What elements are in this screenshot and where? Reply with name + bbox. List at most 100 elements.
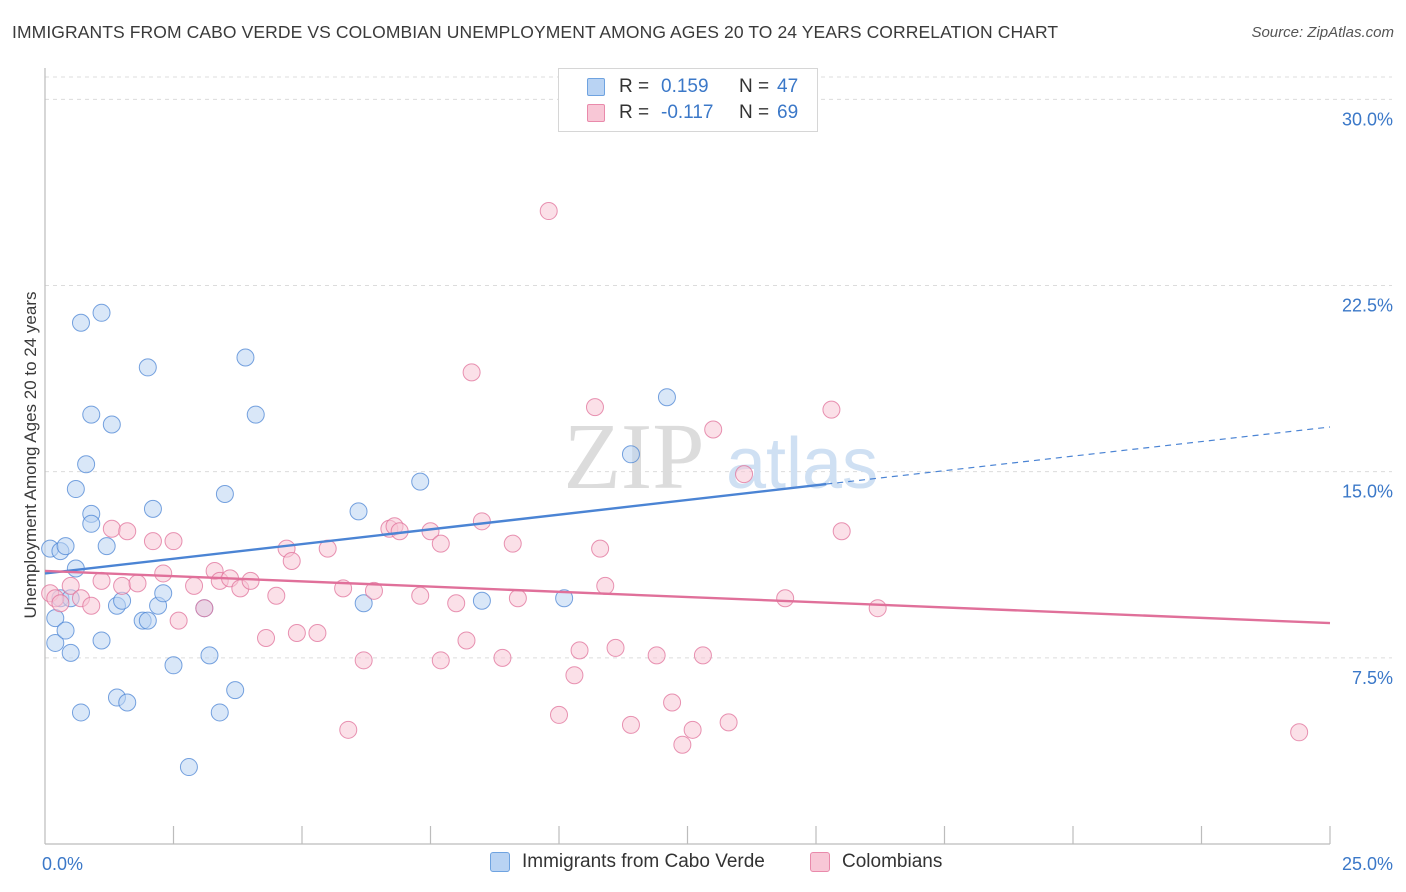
data-point bbox=[200, 646, 219, 665]
data-point bbox=[503, 534, 522, 553]
data-point bbox=[339, 720, 358, 739]
data-point bbox=[210, 703, 229, 722]
data-point bbox=[1290, 723, 1309, 742]
data-point bbox=[462, 363, 481, 382]
legend-r-label: R = bbox=[619, 102, 650, 123]
data-point bbox=[493, 648, 512, 667]
data-point bbox=[565, 666, 584, 685]
data-point bbox=[411, 586, 430, 605]
data-point bbox=[349, 502, 368, 521]
legend-r-value: -0.117 bbox=[661, 102, 714, 123]
trend-line-colombians bbox=[44, 569, 1331, 625]
data-point bbox=[570, 641, 589, 660]
data-point bbox=[56, 537, 75, 556]
watermark: ZIP atlas bbox=[564, 405, 879, 509]
data-point bbox=[354, 594, 373, 613]
legend-swatch-colombians bbox=[810, 852, 830, 872]
data-point bbox=[143, 532, 162, 551]
data-point bbox=[118, 693, 137, 712]
data-point bbox=[308, 624, 327, 643]
data-point bbox=[92, 631, 111, 650]
data-point bbox=[364, 581, 383, 600]
source-label: Source: ZipAtlas.com bbox=[1251, 24, 1394, 41]
data-point bbox=[226, 681, 245, 700]
legend-row-cabo-verde: R = 0.159 N = 47 bbox=[587, 75, 798, 99]
legend-n-value: 69 bbox=[777, 102, 799, 123]
data-point bbox=[683, 720, 702, 739]
data-point bbox=[46, 633, 65, 652]
legend-r-label: R = bbox=[619, 76, 650, 97]
grid-lines bbox=[45, 76, 1392, 659]
data-point bbox=[719, 713, 738, 732]
data-point bbox=[555, 589, 574, 608]
data-point bbox=[693, 646, 712, 665]
data-point bbox=[97, 537, 116, 556]
data-point bbox=[154, 584, 173, 603]
data-point bbox=[591, 539, 610, 558]
series-legend: Immigrants from Cabo Verde Colombians bbox=[0, 851, 1406, 877]
data-point bbox=[585, 398, 604, 417]
series-cabo-verde bbox=[41, 303, 676, 777]
data-point bbox=[431, 651, 450, 670]
correlation-legend: R = 0.159 N = 47 R = -0.117 N = 69 bbox=[558, 68, 818, 132]
data-point bbox=[673, 735, 692, 754]
data-point bbox=[550, 705, 568, 724]
y-tick-label: 7.5% bbox=[1352, 668, 1393, 688]
trend-line-cabo-verde-extension bbox=[826, 426, 1331, 485]
data-point bbox=[246, 405, 265, 424]
data-point bbox=[195, 599, 214, 618]
data-point bbox=[66, 480, 85, 499]
data-point bbox=[621, 445, 640, 464]
data-point bbox=[621, 715, 640, 734]
legend-swatch-cabo-verde bbox=[587, 78, 605, 96]
data-point bbox=[179, 758, 198, 777]
y-tick-label: 15.0% bbox=[1342, 482, 1393, 502]
y-tick-label: 30.0% bbox=[1342, 109, 1393, 129]
axes bbox=[44, 68, 1331, 845]
data-point bbox=[92, 571, 111, 590]
data-point bbox=[164, 656, 183, 675]
y-tick-label: 22.5% bbox=[1342, 296, 1393, 316]
data-point bbox=[822, 400, 841, 419]
legend-r-value: 0.159 bbox=[661, 76, 709, 97]
data-point bbox=[138, 611, 157, 630]
data-point bbox=[77, 455, 96, 474]
data-point bbox=[354, 651, 373, 670]
x-tick-label: 25.0% bbox=[1342, 854, 1393, 874]
data-point bbox=[647, 646, 666, 665]
data-point bbox=[735, 465, 754, 484]
data-point bbox=[51, 594, 70, 613]
data-point bbox=[431, 534, 450, 553]
y-axis-label: Unemployment Among Ages 20 to 24 years bbox=[21, 291, 40, 619]
data-point bbox=[447, 594, 466, 613]
legend-label-cabo-verde: Immigrants from Cabo Verde bbox=[522, 851, 765, 872]
data-point bbox=[457, 631, 476, 650]
x-tick-label: 0.0% bbox=[42, 854, 83, 874]
watermark-atlas: atlas bbox=[726, 424, 878, 504]
data-point bbox=[868, 599, 887, 618]
legend-n-label: N = bbox=[739, 102, 770, 123]
data-point bbox=[663, 693, 682, 712]
data-point bbox=[56, 621, 75, 640]
data-point bbox=[82, 596, 101, 615]
data-point bbox=[832, 522, 851, 541]
legend-item-cabo-verde[interactable]: Immigrants from Cabo Verde bbox=[490, 851, 765, 873]
data-points bbox=[41, 202, 1309, 777]
data-point bbox=[154, 564, 173, 583]
data-point bbox=[241, 571, 260, 590]
data-point bbox=[113, 576, 132, 595]
trend-lines bbox=[44, 426, 1331, 625]
data-point bbox=[92, 303, 111, 322]
data-point bbox=[539, 202, 558, 221]
data-point bbox=[82, 405, 101, 424]
data-point bbox=[61, 643, 80, 662]
data-point bbox=[102, 415, 121, 434]
legend-item-colombians[interactable]: Colombians bbox=[810, 851, 942, 873]
data-point bbox=[138, 358, 157, 377]
legend-row-colombians: R = -0.117 N = 69 bbox=[587, 101, 798, 125]
data-point bbox=[267, 586, 286, 605]
legend-label-colombians: Colombians bbox=[842, 851, 943, 872]
data-point bbox=[411, 472, 430, 491]
legend-swatch-colombians bbox=[587, 104, 605, 122]
